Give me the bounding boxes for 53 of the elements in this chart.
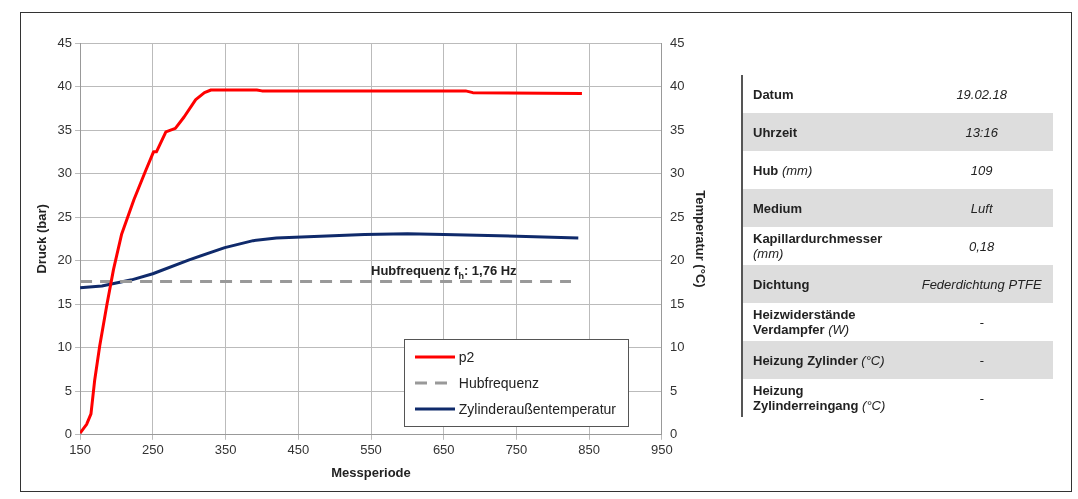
y2-tick-label: 25: [669, 208, 685, 224]
text: Kapillardurchmesser (mm): [753, 231, 883, 261]
x-tick-label: 450: [287, 442, 310, 458]
x-tick-label: 650: [432, 442, 455, 458]
y2-tick-label: 35: [669, 121, 685, 137]
y-tick-label: 30: [57, 165, 73, 181]
x-tick-label: 750: [505, 442, 528, 458]
x-tick-label: 250: [141, 442, 164, 458]
y-tick-label: 15: [57, 295, 73, 311]
y-axis-title: Druck (bar): [34, 204, 50, 274]
text: 13:16: [964, 124, 999, 140]
y2-axis-title: Temperatur (°C): [692, 190, 708, 288]
y-tick-label: 45: [57, 34, 73, 50]
x-tick-label: 350: [214, 442, 237, 458]
text: 0,18: [968, 238, 996, 254]
text: -: [978, 314, 985, 330]
legend-label: p2: [458, 349, 475, 365]
text: Luft: [969, 200, 994, 216]
legend-label: Zylinderaußentemperatur: [458, 401, 616, 417]
y2-tick-label: 40: [669, 78, 685, 94]
y2-tick-label: 45: [669, 34, 685, 50]
y2-tick-label: 30: [669, 165, 685, 181]
x-tick-label: 950: [651, 442, 673, 458]
text: -: [978, 352, 985, 368]
y2-tick-label: 10: [669, 339, 685, 355]
legend-label: Hubfrequenz: [458, 375, 539, 391]
text: Medium: [753, 200, 803, 216]
text: Datum: [753, 86, 794, 102]
y2-tick-label: 5: [669, 382, 678, 398]
y2-tick-label: 20: [669, 252, 685, 268]
text: 109: [969, 162, 994, 178]
y2-tick-label: 15: [669, 295, 685, 311]
text: Heizung Zylinder (°C): [753, 352, 885, 368]
text: Heizung Zylinderreingang (°C): [753, 383, 886, 413]
y-tick-label: 25: [57, 208, 73, 224]
y-tick-label: 20: [57, 252, 73, 268]
y2-tick-label: 0: [669, 426, 678, 442]
text: Federdichtung PTFE: [920, 276, 1043, 292]
y-tick-label: 5: [64, 382, 73, 398]
text: -: [978, 390, 985, 406]
text: Heizwiderstände Verdampfer (W): [753, 307, 856, 337]
text: 19.02.18: [955, 86, 1008, 102]
x-axis-title: Messperiode: [331, 464, 411, 480]
y-tick-label: 10: [57, 339, 73, 355]
text: Dichtung: [753, 276, 810, 292]
x-tick-label: 850: [578, 442, 601, 458]
y-tick-label: 40: [57, 78, 73, 94]
y-tick-label: 35: [57, 121, 73, 137]
x-tick-label: 150: [69, 442, 91, 458]
text: Uhrzeit: [753, 124, 798, 140]
y-tick-label: 0: [64, 426, 73, 442]
text: Hub (mm): [753, 162, 813, 178]
x-tick-label: 550: [360, 442, 382, 458]
